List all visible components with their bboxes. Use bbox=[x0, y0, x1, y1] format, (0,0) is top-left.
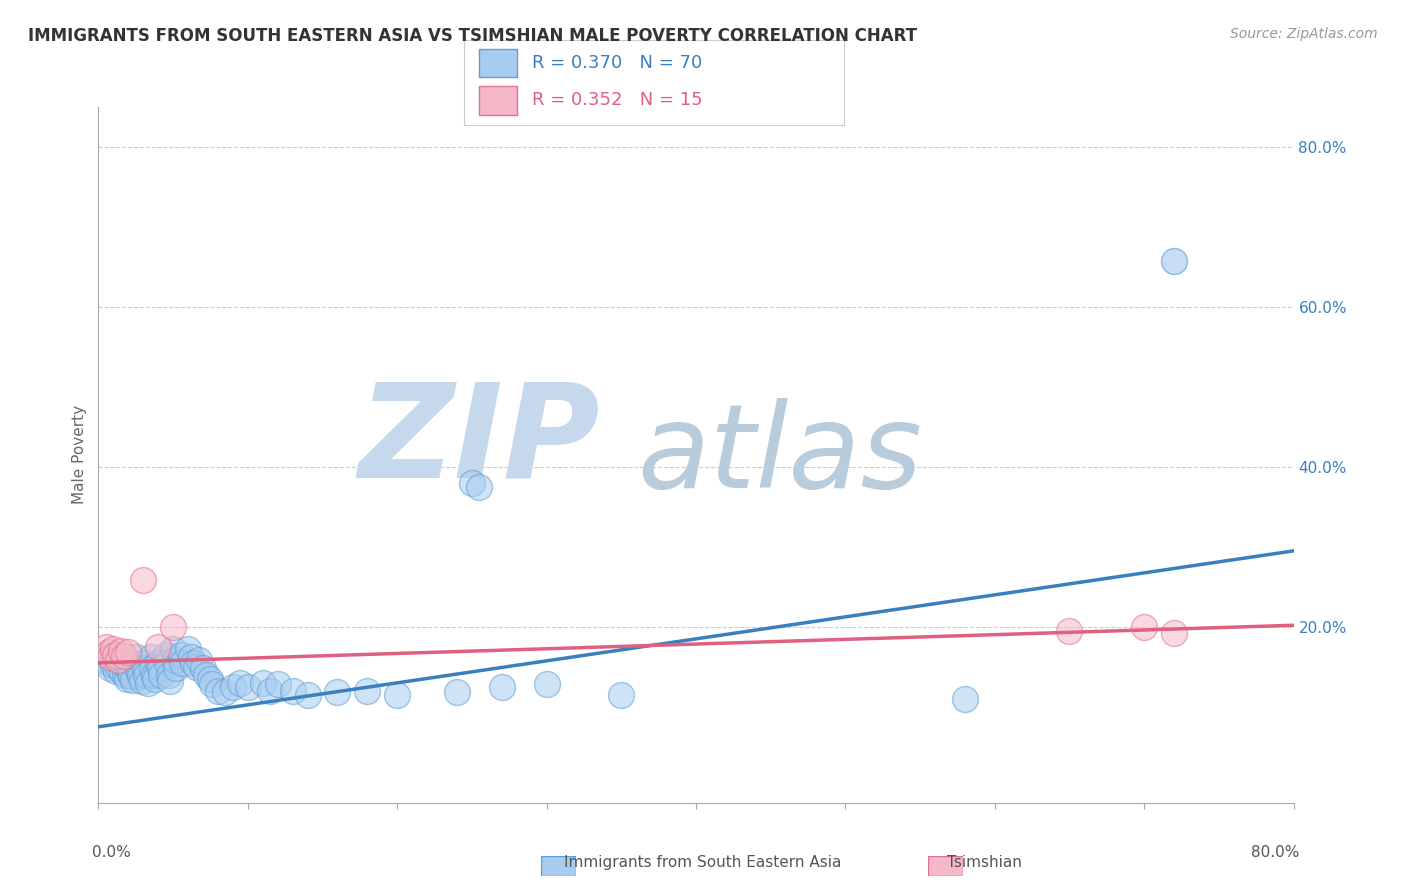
Point bbox=[134, 661, 156, 675]
Point bbox=[229, 676, 252, 690]
Bar bbox=[479, 86, 517, 115]
Point bbox=[104, 648, 127, 662]
Point bbox=[468, 480, 491, 494]
Point bbox=[267, 677, 290, 691]
Y-axis label: Male Poverty: Male Poverty bbox=[72, 405, 87, 505]
Point bbox=[259, 683, 281, 698]
Point bbox=[157, 668, 180, 682]
Point bbox=[200, 672, 222, 686]
Point bbox=[98, 650, 122, 665]
Point bbox=[536, 677, 558, 691]
Point bbox=[148, 656, 170, 670]
Point bbox=[103, 652, 125, 666]
Text: 80.0%: 80.0% bbox=[1251, 845, 1299, 860]
Point bbox=[107, 653, 129, 667]
Point bbox=[165, 661, 187, 675]
Point bbox=[114, 668, 136, 682]
Point bbox=[110, 644, 132, 658]
Point bbox=[281, 683, 304, 698]
Point bbox=[149, 661, 172, 675]
Point bbox=[191, 661, 214, 675]
Point bbox=[148, 640, 170, 654]
Point bbox=[222, 680, 245, 694]
Bar bbox=[479, 49, 517, 78]
Point bbox=[94, 648, 117, 662]
Point bbox=[446, 685, 468, 699]
Point bbox=[214, 685, 236, 699]
Text: Immigrants from South Eastern Asia: Immigrants from South Eastern Asia bbox=[564, 855, 842, 870]
Point bbox=[132, 656, 155, 670]
Point bbox=[953, 691, 976, 706]
Point bbox=[163, 653, 186, 667]
Point bbox=[94, 640, 117, 654]
Point bbox=[128, 665, 150, 680]
Point bbox=[115, 672, 138, 686]
Point bbox=[143, 672, 166, 686]
Point bbox=[159, 674, 181, 689]
Point bbox=[98, 661, 122, 675]
Point bbox=[132, 574, 155, 588]
Point bbox=[112, 649, 135, 664]
Point bbox=[135, 668, 157, 682]
Point bbox=[326, 685, 349, 699]
Point bbox=[125, 650, 148, 665]
Point bbox=[103, 642, 125, 657]
Point bbox=[162, 620, 184, 634]
Text: atlas: atlas bbox=[637, 398, 922, 512]
Point bbox=[112, 658, 135, 673]
Point bbox=[156, 656, 179, 670]
Point bbox=[127, 661, 149, 675]
Point bbox=[195, 668, 218, 682]
Point bbox=[297, 688, 319, 702]
Point bbox=[97, 645, 120, 659]
Point bbox=[169, 648, 191, 662]
Point bbox=[180, 650, 202, 665]
Point bbox=[141, 661, 163, 675]
Text: ZIP: ZIP bbox=[359, 377, 600, 505]
Point bbox=[117, 661, 139, 675]
Point bbox=[201, 677, 224, 691]
Point bbox=[107, 660, 129, 674]
Point bbox=[110, 653, 132, 667]
Text: Tsimshian: Tsimshian bbox=[946, 855, 1022, 870]
Point bbox=[177, 642, 200, 657]
Point bbox=[111, 665, 134, 680]
Point bbox=[131, 674, 153, 689]
Point bbox=[155, 648, 177, 662]
Point bbox=[103, 658, 125, 673]
Point bbox=[187, 653, 209, 667]
Text: Source: ZipAtlas.com: Source: ZipAtlas.com bbox=[1230, 27, 1378, 41]
Point bbox=[252, 676, 274, 690]
Point bbox=[129, 669, 152, 683]
Point bbox=[136, 676, 159, 690]
Text: R = 0.352   N = 15: R = 0.352 N = 15 bbox=[533, 91, 703, 110]
Point bbox=[118, 666, 141, 681]
Point bbox=[105, 664, 128, 678]
Point bbox=[162, 642, 184, 657]
Point bbox=[356, 683, 378, 698]
Point bbox=[1163, 253, 1185, 268]
Text: IMMIGRANTS FROM SOUTH EASTERN ASIA VS TSIMSHIAN MALE POVERTY CORRELATION CHART: IMMIGRANTS FROM SOUTH EASTERN ASIA VS TS… bbox=[28, 27, 917, 45]
Point bbox=[385, 688, 409, 702]
Point bbox=[1133, 620, 1156, 634]
Point bbox=[461, 475, 484, 490]
Point bbox=[491, 680, 513, 694]
Text: R = 0.370   N = 70: R = 0.370 N = 70 bbox=[533, 54, 703, 72]
Point bbox=[1163, 626, 1185, 640]
Text: 0.0%: 0.0% bbox=[93, 845, 131, 860]
Point bbox=[120, 669, 142, 683]
Point bbox=[121, 673, 143, 688]
Point bbox=[117, 645, 139, 659]
Point bbox=[207, 683, 229, 698]
Point bbox=[97, 656, 120, 670]
Point bbox=[1059, 624, 1081, 638]
Point bbox=[139, 650, 162, 665]
Point bbox=[172, 656, 194, 670]
Point bbox=[142, 668, 165, 682]
Point bbox=[610, 688, 633, 702]
Point bbox=[150, 668, 173, 682]
Point bbox=[181, 656, 204, 670]
Point bbox=[236, 680, 259, 694]
Point bbox=[184, 660, 207, 674]
